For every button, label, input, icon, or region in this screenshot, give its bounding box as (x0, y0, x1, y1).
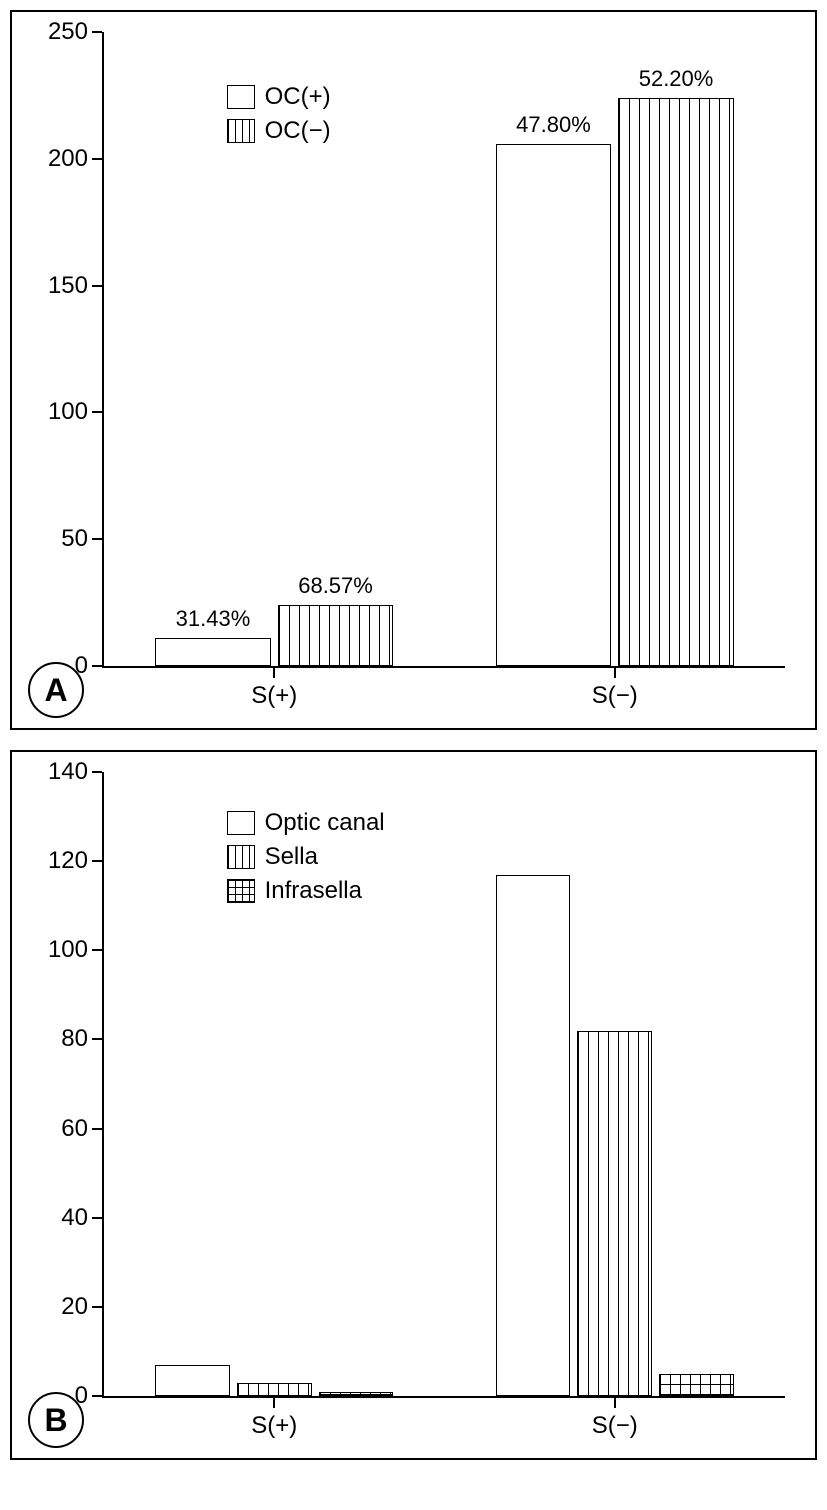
bar (577, 1031, 652, 1396)
bar-value-label: 47.80% (516, 112, 591, 138)
bar (319, 1392, 394, 1396)
legend-swatch (227, 119, 255, 143)
x-tick (614, 1398, 616, 1408)
y-tick (92, 949, 102, 951)
legend-label: Infrasella (265, 877, 362, 905)
bar (618, 98, 734, 666)
legend-label: Sella (265, 843, 318, 871)
panel-b-badge: B (28, 1392, 84, 1448)
legend-swatch (227, 845, 255, 869)
x-category-label: S(−) (592, 1412, 638, 1440)
y-tick (92, 1395, 102, 1397)
y-tick-label: 80 (61, 1025, 88, 1053)
y-tick-label: 140 (48, 758, 88, 786)
legend-item: Sella (227, 843, 385, 871)
y-tick-label: 200 (48, 145, 88, 173)
y-tick-label: 100 (48, 936, 88, 964)
y-tick-label: 100 (48, 398, 88, 426)
y-tick (92, 665, 102, 667)
bar-value-label: 31.43% (176, 606, 251, 632)
legend-label: Optic canal (265, 809, 385, 837)
panel-a-badge: A (28, 662, 84, 718)
y-tick (92, 771, 102, 773)
bar (237, 1383, 312, 1396)
x-tick (273, 668, 275, 678)
bar (659, 1374, 734, 1396)
legend-label: OC(−) (265, 117, 331, 145)
y-tick-label: 20 (61, 1293, 88, 1321)
bar (496, 875, 571, 1396)
x-category-label: S(+) (251, 1412, 297, 1440)
y-tick (92, 1306, 102, 1308)
bar (155, 1365, 230, 1396)
panel-b: 020406080100120140S(+)S(−)Optic canalSel… (10, 750, 817, 1460)
chart-b: 020406080100120140S(+)S(−)Optic canalSel… (102, 772, 785, 1398)
y-tick (92, 1128, 102, 1130)
legend-swatch (227, 811, 255, 835)
panel-a: 050100150200250S(+)31.43%68.57%S(−)47.80… (10, 10, 817, 730)
y-tick-label: 50 (61, 525, 88, 553)
legend: OC(+) OC(−) (227, 83, 331, 151)
bar (278, 605, 394, 666)
legend-item: OC(−) (227, 117, 331, 145)
bar-value-label: 68.57% (298, 573, 373, 599)
y-tick (92, 860, 102, 862)
y-tick (92, 538, 102, 540)
y-tick-label: 120 (48, 847, 88, 875)
y-tick-label: 40 (61, 1204, 88, 1232)
bar (496, 144, 612, 666)
legend-item: OC(+) (227, 83, 331, 111)
bar-value-label: 52.20% (639, 66, 714, 92)
bar (155, 638, 271, 666)
legend-item: Optic canal (227, 809, 385, 837)
y-tick (92, 285, 102, 287)
x-tick (614, 668, 616, 678)
legend: Optic canal Sella Infrasella (227, 809, 385, 911)
y-tick-label: 60 (61, 1115, 88, 1143)
y-tick (92, 411, 102, 413)
y-tick (92, 158, 102, 160)
x-tick (273, 1398, 275, 1408)
y-tick (92, 1217, 102, 1219)
y-tick-label: 150 (48, 272, 88, 300)
legend-item: Infrasella (227, 877, 385, 905)
y-tick (92, 31, 102, 33)
y-tick (92, 1038, 102, 1040)
legend-swatch (227, 879, 255, 903)
legend-label: OC(+) (265, 83, 331, 111)
x-category-label: S(+) (251, 682, 297, 710)
legend-swatch (227, 85, 255, 109)
x-category-label: S(−) (592, 682, 638, 710)
y-tick-label: 250 (48, 18, 88, 46)
chart-a: 050100150200250S(+)31.43%68.57%S(−)47.80… (102, 32, 785, 668)
